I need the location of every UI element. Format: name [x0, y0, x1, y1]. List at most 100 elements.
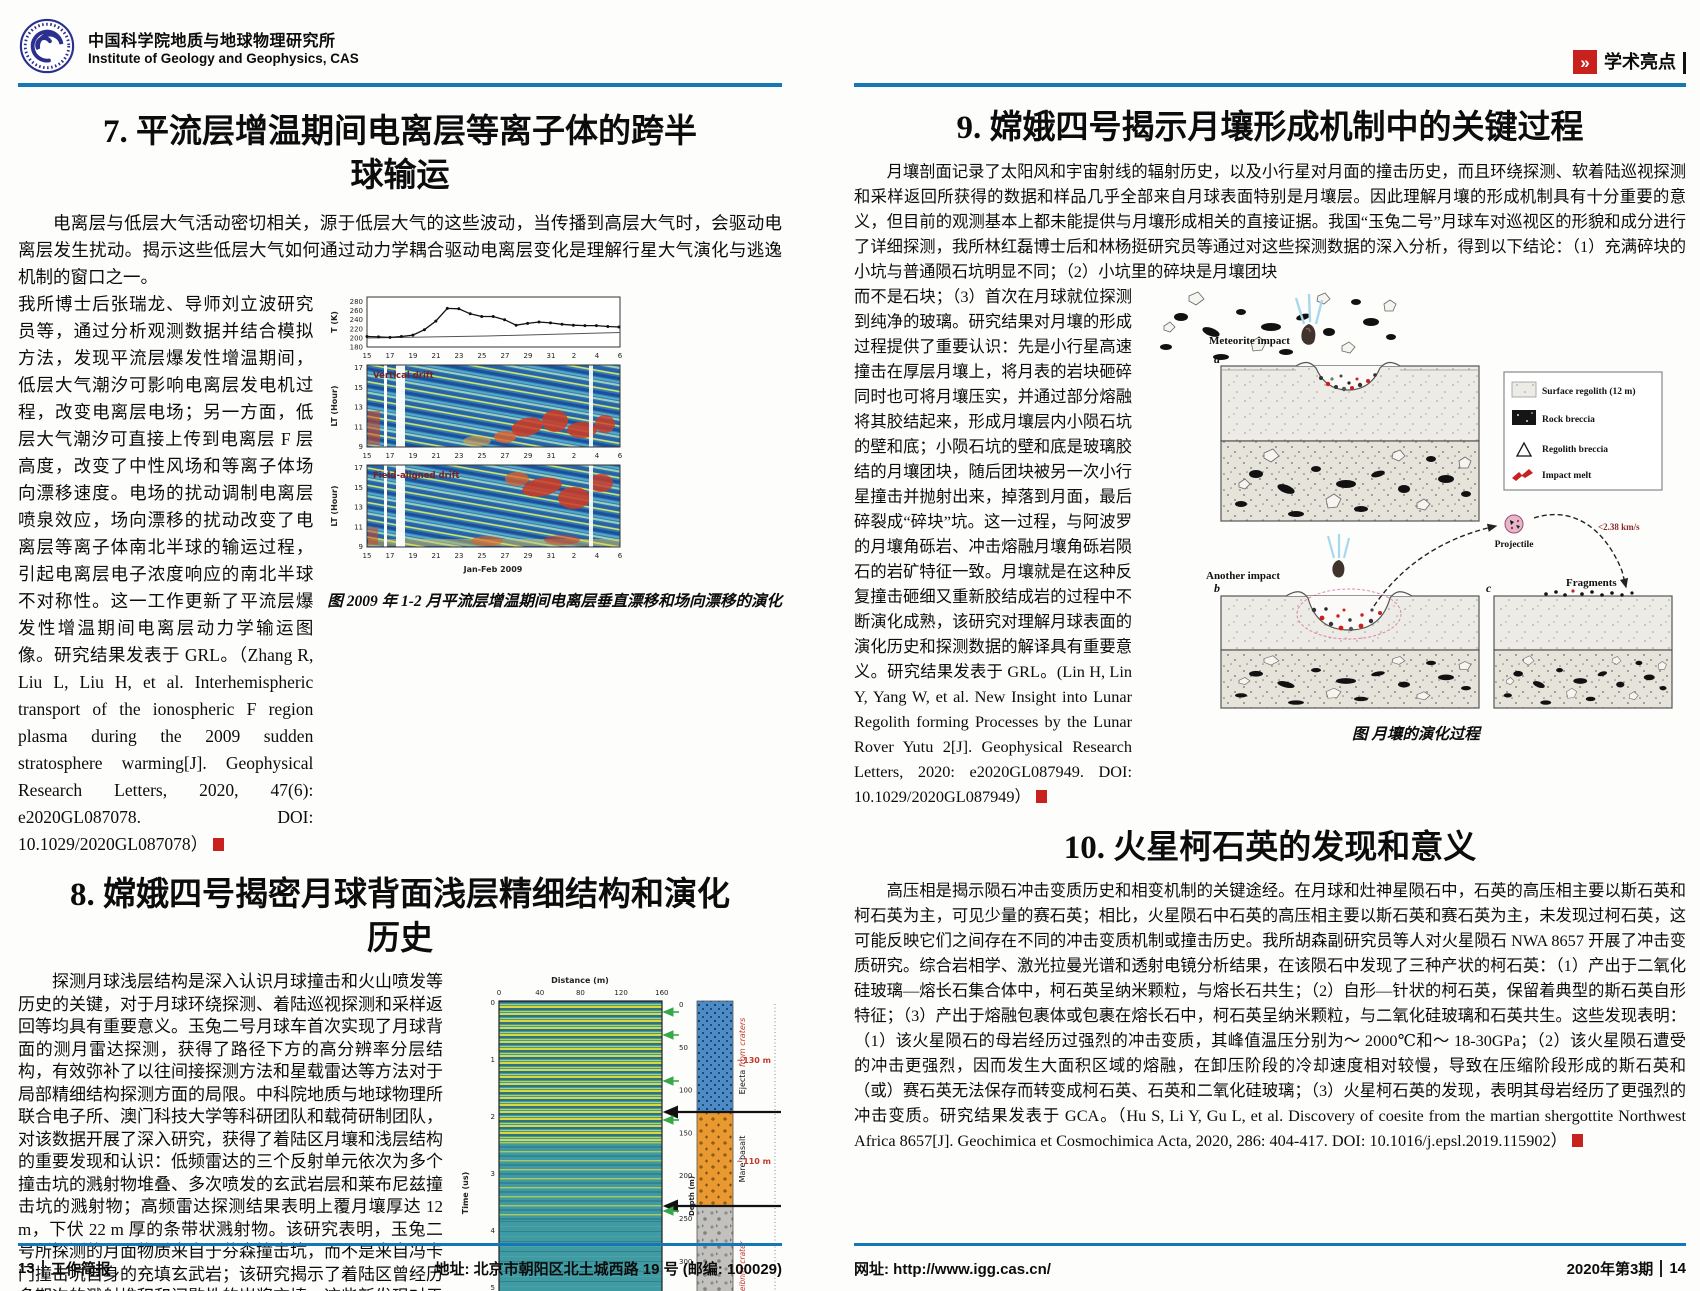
panel-c: c Fragments	[1486, 577, 1673, 709]
impact-speed-label: <2.38 km/s	[1598, 522, 1640, 532]
badge-label: 学术亮点	[1604, 52, 1676, 72]
fragment-dots	[1544, 588, 1634, 597]
svg-text:21: 21	[432, 352, 441, 360]
unit1-label: Ejecta from craters	[738, 1018, 747, 1095]
svg-text:40: 40	[535, 989, 544, 997]
end-mark	[1571, 1134, 1583, 1148]
header-rule	[18, 83, 782, 87]
svg-text:5: 5	[491, 1284, 495, 1291]
x-ticks-row-1: 15 17 19 21 23 25 27 29 31 2 4 6	[363, 352, 623, 360]
panel-b-letter: b	[1214, 581, 1220, 595]
page-number: 14	[1669, 1260, 1686, 1277]
legend-item-2: Regolith breccia	[1542, 445, 1608, 455]
badge-divider	[1683, 52, 1686, 74]
section-7-intro: 电离层与低层大气活动密切相关，源于低层大气的这些波动，当传播到高层大气时，会驱动…	[18, 213, 782, 288]
field-aligned-drift-label: Field-aligned drift	[373, 471, 459, 481]
svg-text:15: 15	[354, 384, 363, 392]
svg-text:260: 260	[350, 307, 363, 315]
fall-arrow	[1533, 513, 1629, 588]
crater-rubble-b	[1311, 606, 1382, 631]
section-9: 9. 嫦娥四号揭示月壤形成机制中的关键过程 月壤剖面记录了太阳风和宇宙射线的辐射…	[854, 107, 1686, 809]
svg-text:180: 180	[350, 344, 363, 352]
svg-text:25: 25	[478, 352, 487, 360]
svg-text:15: 15	[354, 484, 363, 492]
svg-text:19: 19	[409, 452, 418, 460]
svg-text:100: 100	[679, 1087, 692, 1095]
legend-swatch-regolith-breccia	[1515, 441, 1533, 457]
crater-rubble-a	[1319, 372, 1377, 391]
svg-text:280: 280	[350, 298, 363, 306]
legend-item-3: Impact melt	[1542, 471, 1592, 481]
footer-right: 网址: http://www.igg.cas.cn/ 2020年第3期 14	[854, 1243, 1686, 1279]
svg-text:~110 m: ~110 m	[736, 1157, 771, 1166]
svg-text:4: 4	[595, 452, 600, 460]
svg-text:27: 27	[501, 352, 510, 360]
figure-ionosphere-drift: 280 260 240 220 200 180 T (K) 15 17 19 21 23 25 27 2…	[327, 291, 782, 613]
distance-ticks: 0 40 80 120 160	[497, 989, 669, 997]
figure-regolith-evolution: Meteorite impact a	[1146, 284, 1686, 746]
temperature-markers	[365, 306, 621, 339]
svg-text:2: 2	[572, 552, 576, 560]
section-8: 8. 嫦娥四号揭密月球背面浅层精细结构和演化历史 探测月球浅层结构是深入认识月球…	[18, 874, 782, 1291]
meteorite-icon	[1294, 293, 1324, 345]
page-left: 中国科学院地质与地球物理研究所 Institute of Geology and…	[0, 0, 812, 1291]
footer-divider	[1660, 1260, 1663, 1277]
svg-text:160: 160	[655, 989, 668, 997]
lt-y-ticks-2: 17 15 13 11 9	[354, 464, 363, 551]
svg-text:15: 15	[363, 552, 372, 560]
projectile-label: Projectile	[1495, 540, 1534, 550]
svg-text:15: 15	[363, 452, 372, 460]
svg-text:2: 2	[491, 1113, 495, 1121]
section-badge: » 学术亮点	[854, 14, 1686, 78]
svg-text:31: 31	[547, 452, 556, 460]
svg-text:2: 2	[572, 452, 576, 460]
svg-text:23: 23	[455, 352, 464, 360]
reflector-arrows	[662, 1007, 679, 1216]
svg-text:25: 25	[478, 452, 487, 460]
depth-ticks: 050100150200250300350400450	[679, 1001, 692, 1266]
footer-address: 地址: 北京市朝阳区北土城西路 19 号 (邮编: 100029)	[434, 1261, 782, 1278]
svg-text:31: 31	[547, 352, 556, 360]
section-7-title: 7. 平流层增温期间电离层等离子体的跨半球输运	[103, 114, 697, 194]
svg-text:29: 29	[524, 352, 533, 360]
section-10-title: 10. 火星柯石英的发现和意义	[1063, 829, 1477, 866]
page-right: » 学术亮点 9. 嫦娥四号揭示月壤形成机制中的关键过程 月壤剖面记录了太阳风和…	[838, 0, 1700, 1291]
figure-legend: Surface regolith (12 m) Rock breccia Reg…	[1503, 370, 1663, 491]
svg-text:150: 150	[679, 1130, 692, 1138]
meteorite-impact-label: Meteorite impact	[1209, 335, 1290, 347]
x-ticks-row-2: 15 17 19 21 23 25 27 29 31 2 4 6	[363, 452, 623, 460]
svg-text:29: 29	[524, 452, 533, 460]
svg-text:13: 13	[354, 504, 363, 512]
svg-text:25: 25	[478, 552, 487, 560]
svg-text:13: 13	[354, 404, 363, 412]
svg-text:0: 0	[491, 999, 495, 1007]
svg-text:27: 27	[501, 552, 510, 560]
svg-text:240: 240	[350, 316, 363, 324]
footer-divider	[41, 1260, 44, 1277]
footer-label: 工作简报	[50, 1261, 111, 1278]
svg-text:23: 23	[455, 452, 464, 460]
page-number: 13	[18, 1260, 35, 1277]
regolith-diagram: Meteorite impact a	[1160, 291, 1673, 709]
legend-item-0: Surface regolith (12 m)	[1542, 386, 1635, 397]
legend-swatch-surface-regolith	[1511, 381, 1537, 397]
svg-text:220: 220	[350, 325, 363, 333]
svg-text:21: 21	[432, 552, 441, 560]
section-9-title: 9. 嫦娥四号揭示月壤形成机制中的关键过程	[956, 110, 1584, 146]
footer-rule	[854, 1243, 1686, 1246]
section-9-intro: 月壤剖面记录了太阳风和宇宙射线的辐射历史，以及小行星对月面的撞击历史，而且环绕探…	[854, 161, 1686, 281]
section-10: 10. 火星柯石英的发现和意义 高压相是揭示陨石冲击变质历史和相变机制的关键途经…	[854, 827, 1686, 1154]
panel-c-letter: c	[1486, 581, 1492, 595]
svg-text:17: 17	[386, 352, 395, 360]
time-ticks: 0123456	[491, 999, 496, 1291]
unit2-label: Mare basalt	[738, 1136, 747, 1183]
svg-text:31: 31	[547, 552, 556, 560]
footer-left: 13 工作简报 地址: 北京市朝阳区北土城西路 19 号 (邮编: 100029…	[18, 1243, 782, 1279]
svg-text:19: 19	[409, 552, 418, 560]
svg-text:21: 21	[432, 452, 441, 460]
field-aligned-drift-heatmap: Field-aligned drift 17 15 13 11 9 LT (Hour)	[330, 464, 621, 551]
